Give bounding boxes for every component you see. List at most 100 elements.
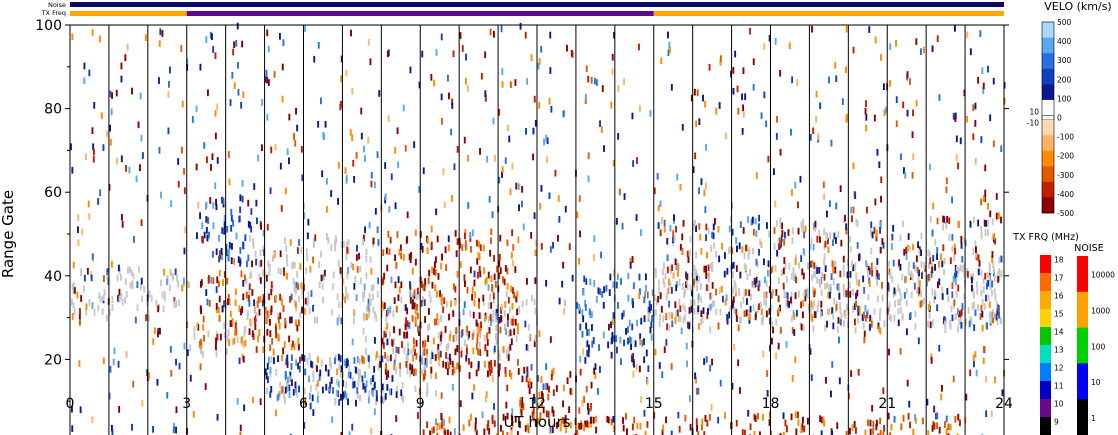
data-cell [505, 401, 508, 409]
data-cell [771, 321, 774, 329]
data-cell [205, 201, 208, 209]
data-cell [498, 363, 501, 370]
data-cell [120, 274, 122, 281]
data-cell [777, 295, 780, 303]
data-cell [477, 361, 480, 368]
data-cell [788, 263, 791, 270]
data-cell [622, 417, 624, 424]
data-cell [510, 285, 513, 293]
data-cell [226, 225, 229, 233]
data-cell [731, 271, 734, 279]
data-cell [299, 356, 301, 364]
data-cell [870, 247, 873, 255]
data-cell [222, 197, 225, 205]
data-cell [191, 116, 194, 123]
data-cell [852, 206, 855, 214]
data-cell [490, 302, 493, 309]
data-cell [963, 293, 966, 300]
data-cell [984, 189, 987, 197]
txfreq-color-swatch [1040, 399, 1051, 418]
data-cell [215, 350, 218, 358]
data-cell [489, 249, 492, 257]
data-cell [218, 235, 220, 242]
data-cell [827, 291, 830, 299]
data-cell [795, 428, 798, 435]
data-cell [506, 320, 509, 327]
data-cell [322, 273, 325, 281]
data-cell [291, 262, 294, 270]
data-cell [797, 201, 799, 209]
data-cell [737, 359, 740, 367]
data-cell [638, 292, 641, 299]
data-cell [344, 390, 347, 398]
data-cell [459, 261, 462, 268]
data-cell [945, 186, 948, 194]
data-cell [427, 277, 430, 284]
data-cell [226, 335, 229, 342]
data-cell [415, 368, 417, 376]
data-cell [679, 243, 682, 251]
data-cell [221, 253, 224, 261]
data-cell [756, 261, 759, 268]
data-cell [321, 386, 324, 394]
data-cell [861, 314, 864, 322]
data-cell [131, 423, 133, 431]
data-cell [809, 348, 812, 355]
data-cell [359, 265, 362, 273]
data-cell [159, 327, 161, 335]
data-cell [639, 105, 641, 112]
data-cell [187, 281, 190, 289]
data-cell [225, 348, 228, 355]
data-cell [916, 287, 918, 295]
data-cell [421, 246, 424, 253]
data-cell [351, 87, 354, 95]
data-cell [348, 431, 351, 435]
data-cell [288, 391, 291, 399]
data-cell [507, 330, 510, 338]
data-cell [268, 269, 271, 277]
data-cell [271, 338, 274, 345]
data-cell [170, 369, 173, 377]
data-cell [903, 248, 906, 256]
data-cell [826, 320, 828, 328]
data-cell [166, 275, 169, 282]
data-cell [989, 114, 992, 122]
data-cell [275, 409, 277, 417]
data-cell [912, 243, 914, 251]
data-cell [728, 311, 731, 319]
data-cell [502, 346, 505, 353]
data-cell [438, 359, 441, 367]
data-cell [167, 91, 170, 98]
data-cell [537, 403, 539, 410]
data-cell [246, 310, 249, 317]
data-cell [632, 160, 635, 167]
data-cell [472, 347, 475, 355]
data-cell [284, 187, 287, 195]
data-cell [832, 322, 835, 330]
data-cell [976, 288, 979, 295]
data-cell [83, 62, 86, 70]
data-cell [273, 71, 276, 78]
data-cell [376, 226, 379, 234]
data-cell [111, 261, 113, 268]
data-cell [219, 252, 222, 260]
data-cell [267, 376, 269, 384]
data-cell [682, 316, 685, 324]
data-cell [601, 85, 604, 92]
data-cell [111, 92, 113, 99]
data-cell [495, 309, 498, 316]
data-cell [973, 301, 976, 309]
data-cell [501, 171, 503, 178]
data-cell [774, 38, 777, 45]
data-cell [197, 201, 200, 209]
data-cell [770, 430, 772, 435]
data-cell [755, 258, 758, 266]
data-cell [478, 341, 481, 349]
data-cell [413, 348, 416, 356]
data-cell [279, 381, 282, 389]
data-cell [362, 291, 364, 299]
data-cell [623, 339, 625, 347]
data-cell [488, 427, 491, 435]
data-cell [830, 139, 833, 147]
data-cell [632, 352, 635, 360]
